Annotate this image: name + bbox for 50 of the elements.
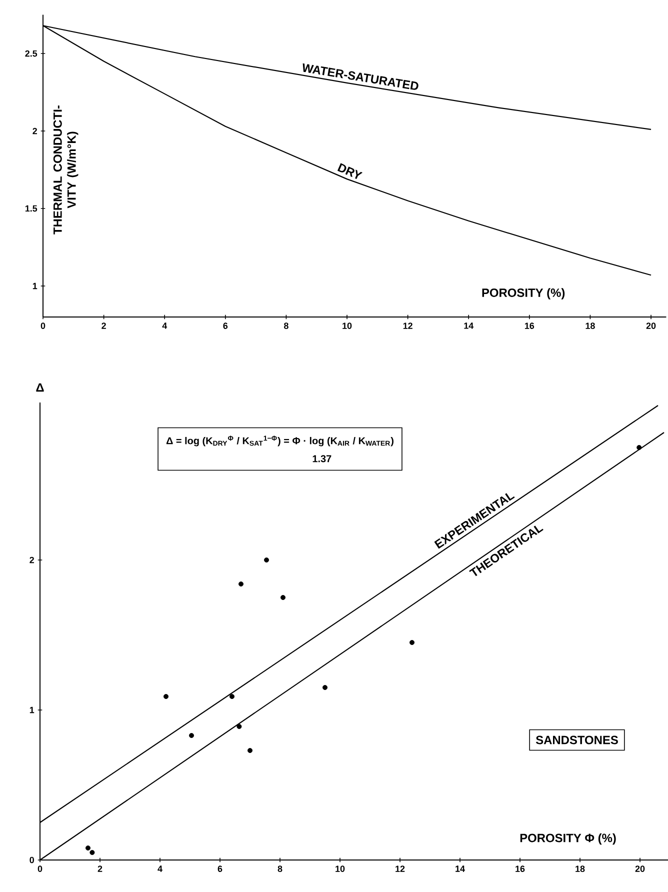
text: DRY bbox=[337, 163, 363, 179]
x-tick-label: 8 bbox=[284, 322, 288, 329]
x-tick-label: 2 bbox=[98, 866, 102, 872]
point bbox=[264, 557, 269, 562]
x-tick-label: 20 bbox=[646, 322, 656, 329]
point bbox=[90, 850, 95, 855]
point bbox=[248, 748, 252, 753]
x-tick-label: 4 bbox=[158, 866, 162, 872]
x-tick-label: 8 bbox=[278, 866, 282, 872]
y-tick-label: 2 bbox=[32, 128, 37, 134]
point bbox=[189, 732, 194, 738]
point bbox=[636, 444, 642, 450]
x-tick-label: 10 bbox=[342, 322, 352, 329]
point bbox=[230, 694, 234, 699]
y-tick-label: 2.5 bbox=[25, 50, 38, 57]
point bbox=[86, 846, 90, 850]
x-axis-title: POROSITY Φ (%) bbox=[520, 833, 616, 845]
point bbox=[410, 640, 415, 645]
y-tick-label: 1 bbox=[30, 706, 34, 714]
annotation: 1.37 bbox=[312, 455, 332, 462]
x-tick-label: 0 bbox=[40, 322, 46, 329]
x-tick-label: 18 bbox=[576, 866, 585, 872]
x-tick-label: 14 bbox=[464, 322, 474, 329]
point bbox=[236, 724, 242, 729]
point bbox=[322, 684, 328, 690]
y-axis-title: THERMAL CONDUCTI- VITY (W/m°K) bbox=[53, 106, 78, 234]
y-tick-label: 2 bbox=[30, 556, 34, 564]
x-tick-label: 12 bbox=[396, 866, 405, 872]
x-axis-title: POROSITY (%) bbox=[482, 288, 565, 300]
x-tick-label: 16 bbox=[516, 866, 525, 872]
x-tick-label: 6 bbox=[223, 322, 228, 329]
point bbox=[238, 581, 244, 586]
x-tick-label: 0 bbox=[38, 866, 42, 872]
y-tick-label: 0 bbox=[30, 856, 34, 864]
x-tick-label: 6 bbox=[218, 866, 222, 872]
y-tick-label: 1 bbox=[32, 282, 38, 290]
y-axis-title: Δ bbox=[36, 383, 44, 392]
point bbox=[280, 594, 286, 600]
x-tick-label: 2 bbox=[102, 322, 106, 329]
text: Δ = log (K$_{DRY}$$^{Φ}$ / K$_{SAT}$$^{1−Φ}$) = Φ · log (K$_{AIR}$ / K$_{WATER}$) bbox=[166, 436, 394, 446]
x-tick-label: 20 bbox=[635, 866, 645, 872]
x-tick-label: 18 bbox=[586, 322, 595, 329]
x-tick-label: 16 bbox=[524, 322, 534, 329]
x-tick-label: 14 bbox=[456, 866, 465, 872]
x-tick-label: 12 bbox=[403, 322, 412, 329]
x-tick-label: 4 bbox=[162, 322, 168, 329]
x-tick-label: 10 bbox=[336, 866, 345, 872]
annotation: SANDSTONES bbox=[536, 736, 618, 744]
point bbox=[164, 694, 168, 699]
y-tick-label: 1.5 bbox=[25, 205, 38, 212]
